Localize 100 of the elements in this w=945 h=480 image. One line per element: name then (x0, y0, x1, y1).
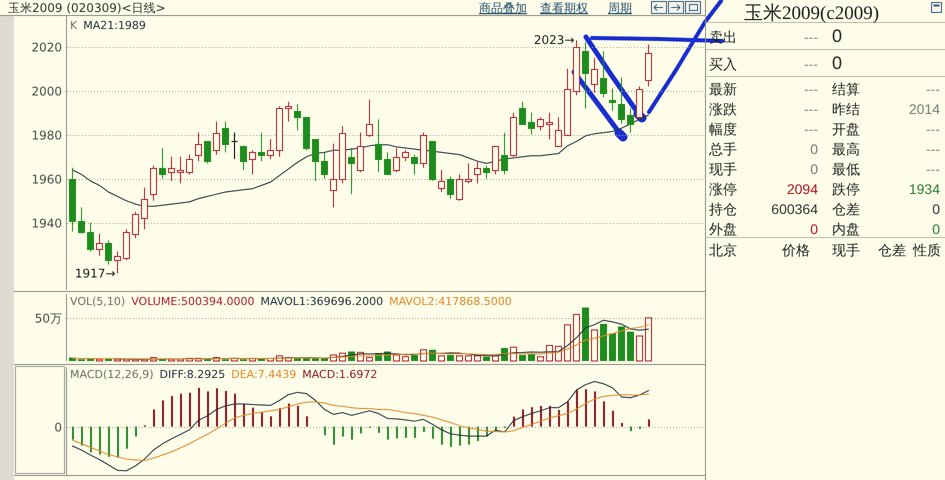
text: 0 (810, 221, 818, 237)
bar (591, 329, 598, 362)
candlestick (159, 148, 166, 180)
candlestick (438, 170, 445, 192)
text: --- (804, 56, 818, 72)
bar (252, 408, 254, 427)
bar (636, 335, 643, 362)
text: MAVOL2:417868.5000 (389, 295, 512, 308)
bar (303, 358, 310, 361)
candlestick (195, 132, 202, 162)
bar (447, 354, 454, 361)
candlestick (123, 228, 130, 261)
candlestick (555, 116, 562, 147)
text: DIFF:8.2925 (160, 368, 226, 381)
bar (576, 389, 578, 427)
bar (312, 358, 319, 361)
y-tick-label: 2000 (31, 84, 62, 98)
candlestick (618, 77, 625, 124)
candlestick (303, 116, 310, 151)
bar (405, 426, 407, 438)
bar (261, 412, 263, 427)
candlestick (132, 211, 139, 239)
text: 总手 (708, 141, 737, 157)
bar (600, 324, 607, 361)
candlestick (501, 132, 508, 175)
text: 查看期权 (540, 1, 588, 15)
bar (609, 333, 616, 361)
text: 1934 (908, 181, 940, 197)
bar (225, 390, 227, 427)
bar (279, 408, 281, 427)
bar (162, 400, 164, 427)
text: --- (926, 141, 940, 157)
legend-title: VOL(5,10) (70, 295, 126, 308)
y-tick-label: 1980 (31, 128, 62, 142)
text: 开盘 (832, 121, 860, 137)
bar (351, 426, 353, 440)
annotation: 2023→ (534, 33, 574, 48)
bar (117, 426, 119, 458)
bar (207, 391, 209, 427)
candlestick (105, 240, 112, 266)
candlestick (357, 132, 364, 173)
bar (294, 358, 301, 361)
bar (387, 426, 389, 440)
text: --- (804, 121, 818, 137)
candlestick (591, 57, 598, 94)
text: 0 (932, 221, 940, 237)
bar (90, 426, 92, 452)
text: 跌停 (832, 181, 860, 197)
candlestick (519, 101, 526, 125)
bar (342, 426, 344, 437)
candlestick (339, 126, 346, 184)
bar (414, 426, 416, 438)
bar (648, 419, 650, 427)
text: 600364 (771, 201, 818, 217)
candlestick (321, 152, 328, 180)
bar (216, 388, 218, 427)
candlestick (285, 101, 292, 122)
candlestick (249, 150, 256, 175)
bar (366, 357, 373, 362)
bar (297, 406, 299, 427)
candlestick (465, 162, 472, 184)
candlestick (204, 140, 211, 164)
bar (564, 324, 571, 362)
bar (612, 410, 614, 427)
text: MAVOL1:369696.2000 (260, 295, 384, 308)
text: 现手 (832, 242, 860, 258)
text: --- (804, 81, 818, 97)
candlestick (78, 206, 85, 234)
bar (528, 354, 535, 361)
candlestick (366, 99, 373, 138)
candlestick (87, 222, 94, 252)
candlestick (384, 152, 391, 175)
bar (396, 426, 398, 438)
bar (180, 394, 182, 427)
text: 2014 (908, 101, 940, 117)
candlestick (258, 132, 265, 162)
bar (567, 402, 569, 427)
bar (483, 356, 490, 361)
candlestick (582, 42, 589, 109)
text: 仓差 (878, 242, 906, 258)
bar (108, 426, 110, 457)
candlestick (150, 165, 157, 202)
candlestick (402, 150, 409, 162)
text: VOLUME:500394.0000 (131, 295, 254, 308)
bar (438, 355, 445, 362)
bar (573, 314, 580, 362)
candlestick (222, 121, 229, 153)
text: --- (926, 161, 940, 177)
text: 0 (810, 161, 818, 177)
bar (324, 426, 326, 436)
y-tick-label: 50万 (34, 312, 62, 326)
text: --- (926, 81, 940, 97)
text: 0 (832, 26, 842, 46)
bar (558, 410, 560, 427)
candlestick (69, 167, 76, 232)
bar (99, 426, 101, 455)
bar (585, 389, 587, 427)
text: 0 (832, 53, 842, 73)
ref-line-label: 0 (54, 420, 62, 434)
text: 最高 (832, 141, 860, 157)
